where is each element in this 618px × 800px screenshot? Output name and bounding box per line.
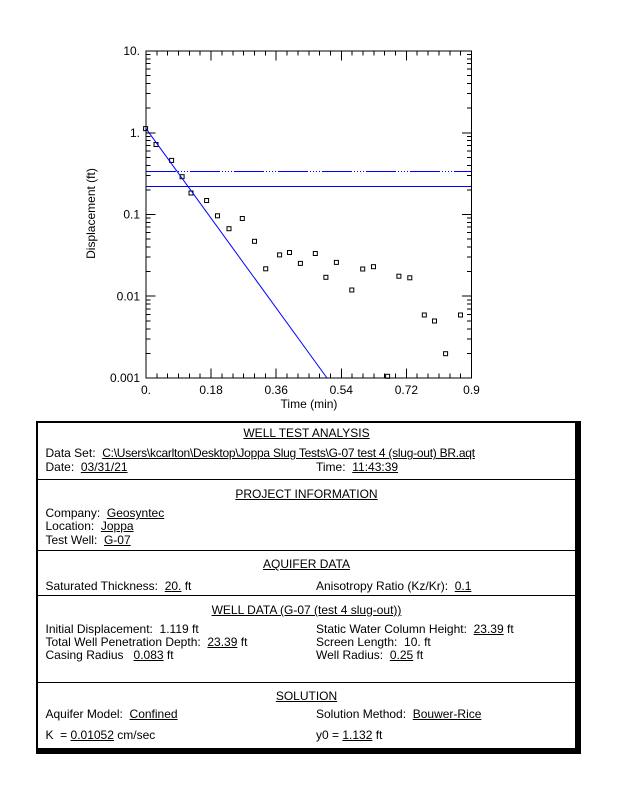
svg-text:0.36: 0.36 xyxy=(265,383,289,397)
svg-text:Time (min): Time (min) xyxy=(281,397,338,411)
svg-text:10.: 10. xyxy=(123,44,140,58)
svg-text:0.001: 0.001 xyxy=(110,371,140,385)
svg-text:0.54: 0.54 xyxy=(330,383,354,397)
svg-text:Displacement (ft): Displacement (ft) xyxy=(84,168,98,259)
svg-text:0.1: 0.1 xyxy=(123,208,140,222)
svg-text:0.18: 0.18 xyxy=(199,383,223,397)
svg-text:0.9: 0.9 xyxy=(463,383,480,397)
svg-text:0.: 0. xyxy=(141,383,151,397)
svg-text:0.72: 0.72 xyxy=(395,383,419,397)
svg-text:0.01: 0.01 xyxy=(117,289,141,303)
svg-text:1.: 1. xyxy=(130,126,140,140)
